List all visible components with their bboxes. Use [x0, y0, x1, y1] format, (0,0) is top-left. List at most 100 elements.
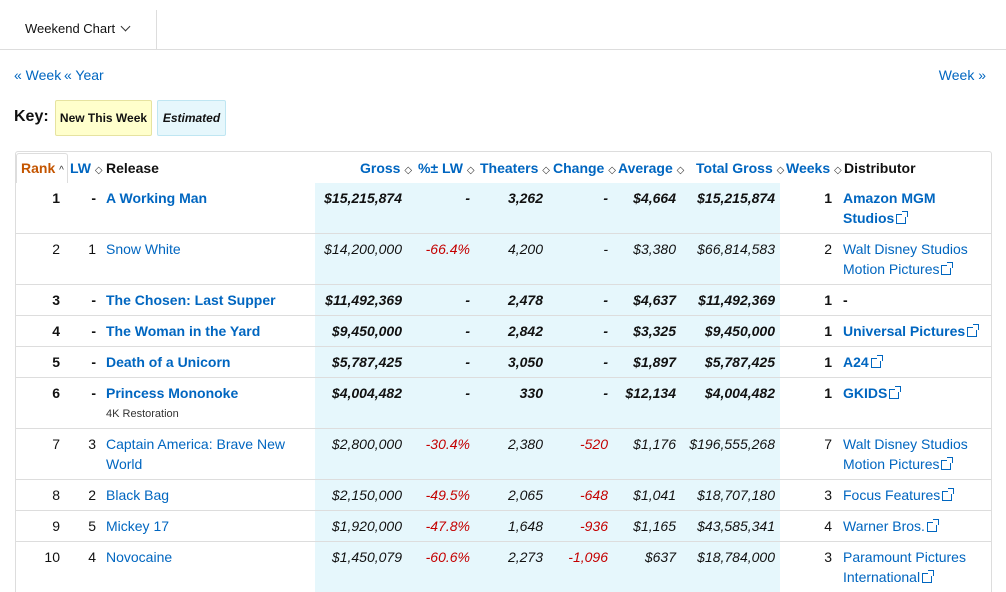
release-link[interactable]: Princess Mononoke — [106, 385, 239, 401]
release-link[interactable]: Novocaine — [106, 549, 173, 565]
header-release[interactable]: Release — [106, 160, 159, 176]
release-link[interactable]: The Woman in the Yard — [106, 323, 261, 339]
header-total-gross[interactable]: Total Gross ◇ — [696, 160, 784, 176]
gross-cell: $11,492,369 — [325, 292, 402, 308]
distributor-link[interactable]: Paramount Pictures — [843, 549, 966, 565]
average-cell: $1,897 — [633, 354, 676, 370]
release-link[interactable]: Death of a Unicorn — [106, 354, 231, 370]
distributor-link[interactable]: GKIDS — [843, 385, 902, 401]
theaters-cell: 3,262 — [507, 190, 543, 206]
weekend-chart-table — [15, 151, 992, 592]
header-gross[interactable]: Gross ◇ — [360, 160, 412, 176]
distributor-link[interactable]: Warner Bros. — [843, 518, 939, 534]
header-average-label: Average — [618, 160, 673, 176]
average-cell: $1,165 — [633, 518, 676, 534]
release-link-line2[interactable]: World — [106, 456, 143, 472]
average-cell: $1,176 — [633, 436, 676, 452]
header-rank[interactable]: Rank ^ — [21, 160, 64, 176]
distributor-link: - — [843, 292, 848, 308]
distributor-link-line2[interactable]: International — [843, 569, 935, 585]
distributor-name: GKIDS — [843, 385, 888, 401]
change-cell: - — [603, 354, 608, 370]
release-link[interactable]: A Working Man — [106, 190, 208, 206]
average-cell: $4,637 — [633, 292, 676, 308]
header-total-gross-label: Total Gross — [696, 160, 773, 176]
external-link-icon — [941, 262, 954, 275]
distributor-link[interactable]: Walt Disney Studios — [843, 241, 968, 257]
rank-cell: 6 — [52, 385, 60, 401]
chart-type-dropdown[interactable]: Weekend Chart — [0, 10, 157, 50]
last-week-cell: 2 — [88, 487, 96, 503]
distributor-link[interactable]: Walt Disney Studios — [843, 436, 968, 452]
header-change-label: Change — [553, 160, 605, 176]
sort-icon: ◇ — [94, 165, 103, 176]
total-gross-cell: $15,215,874 — [697, 190, 775, 206]
release-link[interactable]: Mickey 17 — [106, 518, 170, 534]
sort-icon: ◇ — [466, 165, 475, 176]
total-gross-cell: $196,555,268 — [689, 436, 775, 452]
rank-cell: 2 — [52, 241, 60, 257]
last-week-cell: - — [91, 190, 96, 206]
release-link[interactable]: Captain America: Brave New — [106, 436, 285, 452]
prev-week-link[interactable]: « Week — [14, 67, 62, 83]
header-pct-lw[interactable]: %± LW ◇ — [418, 160, 475, 176]
total-gross-cell: $18,707,180 — [697, 487, 775, 503]
gross-cell: $1,920,000 — [331, 518, 402, 534]
distributor-name: Walt Disney Studios — [843, 241, 968, 257]
header-weeks-label: Weeks — [786, 160, 831, 176]
external-link-icon — [922, 570, 935, 583]
distributor-link-line2[interactable]: Motion Pictures — [843, 456, 954, 472]
average-cell: $12,134 — [625, 385, 676, 401]
total-gross-cell: $9,450,000 — [704, 323, 775, 339]
header-average[interactable]: Average ◇ — [618, 160, 684, 176]
release-link[interactable]: Snow White — [106, 241, 181, 257]
gross-cell: $9,450,000 — [331, 323, 402, 339]
row-divider — [16, 233, 991, 234]
pct-lw-cell: -66.4% — [425, 241, 470, 257]
gross-cell: $2,800,000 — [331, 436, 402, 452]
rank-cell: 8 — [52, 487, 60, 503]
pct-lw-cell: - — [465, 385, 470, 401]
change-cell: -1,096 — [568, 549, 608, 565]
theaters-cell: 2,380 — [507, 436, 543, 452]
header-theaters[interactable]: Theaters ◇ — [480, 160, 550, 176]
distributor-link[interactable]: A24 — [843, 354, 883, 370]
weeks-cell: 4 — [824, 518, 832, 534]
distributor-name: - — [843, 292, 848, 308]
distributor-link[interactable]: Amazon MGM — [843, 190, 936, 206]
sort-icon: ◇ — [776, 165, 785, 176]
weeks-cell: 1 — [824, 385, 832, 401]
release-link[interactable]: Black Bag — [106, 487, 170, 503]
gross-cell: $1,450,079 — [331, 549, 402, 565]
distributor-link[interactable]: Focus Features — [843, 487, 955, 503]
last-week-cell: - — [91, 354, 96, 370]
header-change[interactable]: Change ◇ — [553, 160, 616, 176]
change-cell: -648 — [579, 487, 608, 503]
weeks-cell: 7 — [824, 436, 832, 452]
header-lw[interactable]: LW ◇ — [70, 160, 103, 176]
row-divider — [16, 510, 991, 511]
distributor-link-line2[interactable]: Studios — [843, 210, 909, 226]
change-cell: - — [603, 385, 608, 401]
distributor-name: Walt Disney Studios — [843, 436, 968, 452]
weeks-cell: 1 — [824, 354, 832, 370]
rank-cell: 9 — [52, 518, 60, 534]
header-release-label: Release — [106, 160, 159, 176]
sort-icon: ◇ — [834, 165, 842, 176]
change-cell: -520 — [579, 436, 608, 452]
last-week-cell: 3 — [88, 436, 96, 452]
distributor-name-line2: Motion Pictures — [843, 456, 940, 472]
header-weeks[interactable]: Weeks ◇ — [786, 160, 842, 176]
last-week-cell: 1 — [88, 241, 96, 257]
distributor-link-line2[interactable]: Motion Pictures — [843, 261, 954, 277]
header-distributor[interactable]: Distributor — [844, 160, 916, 176]
pct-lw-cell: - — [465, 292, 470, 308]
change-cell: - — [603, 292, 608, 308]
prev-year-link[interactable]: « Year — [64, 67, 104, 83]
weeks-cell: 2 — [824, 241, 832, 257]
distributor-link[interactable]: Universal Pictures — [843, 323, 980, 339]
next-week-link[interactable]: Week » — [938, 67, 986, 83]
distributor-name-line2: Studios — [843, 210, 895, 226]
release-link[interactable]: The Chosen: Last Supper — [106, 292, 276, 308]
sort-icon: ◇ — [608, 165, 616, 176]
